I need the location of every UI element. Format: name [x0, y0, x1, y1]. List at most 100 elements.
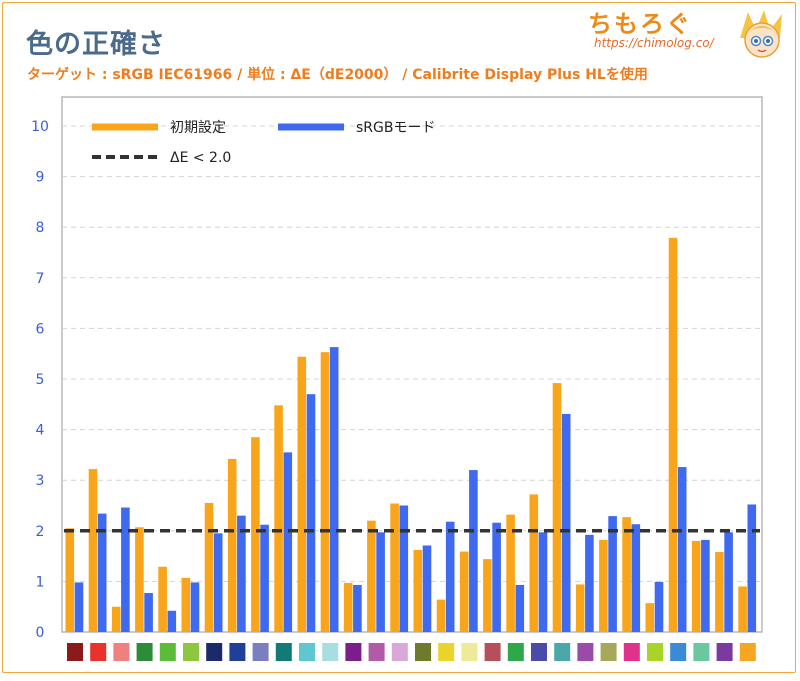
category-swatch [183, 643, 199, 661]
bar-default [575, 584, 585, 632]
bar-default [529, 494, 539, 632]
category-swatch [206, 643, 223, 661]
bar-srgb [654, 581, 664, 632]
y-tick-label: 2 [36, 524, 45, 540]
bar-srgb [724, 532, 733, 632]
category-swatch [623, 643, 640, 661]
category-swatch [252, 643, 269, 661]
y-tick-label: 1 [36, 574, 45, 590]
bar-default [251, 437, 260, 632]
y-tick-label: 7 [36, 271, 45, 287]
bar-srgb [353, 584, 362, 632]
site-logo: ちもろぐ https://chimolog.co/ [574, 2, 796, 62]
bar-srgb [376, 532, 385, 632]
bar-default [413, 550, 423, 632]
legend-srgb-label: sRGBモード [356, 120, 435, 136]
category-swatch [461, 643, 478, 661]
category-swatch [438, 643, 455, 661]
bar-default [227, 458, 237, 632]
category-swatch [391, 643, 408, 661]
y-tick-label: 4 [36, 423, 45, 439]
logo-name: ちもろぐ [588, 10, 692, 38]
bar-srgb [515, 584, 525, 632]
bar-default [459, 551, 469, 632]
category-swatch [345, 643, 362, 661]
bar-default [668, 237, 678, 633]
legend-default-label: 初期設定 [170, 119, 226, 136]
bar-default [552, 383, 562, 632]
bar-srgb [677, 467, 687, 632]
bar-default [111, 606, 121, 632]
bar-srgb [237, 515, 246, 632]
bar-srgb [399, 505, 409, 632]
logo-url: https://chimolog.co/ [594, 36, 714, 50]
category-swatch [716, 643, 733, 661]
bar-srgb [585, 534, 594, 632]
category-swatch [647, 643, 663, 661]
bar-srgb [121, 507, 130, 632]
bar-srgb [445, 521, 455, 632]
bar-srgb [97, 513, 107, 632]
bar-default [343, 582, 353, 632]
bar-default [622, 517, 631, 632]
bar-default [158, 566, 167, 632]
category-swatch [670, 643, 687, 661]
bar-srgb [469, 470, 478, 632]
bar-srgb [701, 539, 710, 632]
bar-default [297, 356, 307, 632]
bar-default [274, 405, 283, 632]
category-swatch [507, 643, 524, 661]
bar-default [738, 586, 747, 632]
y-tick-label: 9 [36, 170, 45, 186]
bar-default [599, 539, 608, 632]
bar-srgb [538, 532, 548, 632]
category-swatch [693, 643, 710, 661]
category-swatch [90, 643, 107, 661]
bar-default [390, 503, 399, 632]
chart-title: 色の正確さ [26, 29, 166, 60]
bar-default [135, 527, 144, 632]
bar-default [483, 559, 492, 632]
bar-default [181, 577, 191, 632]
category-swatch [554, 643, 571, 661]
bar-srgb [329, 347, 339, 632]
bar-default [88, 469, 98, 632]
bar-srgb [167, 610, 177, 632]
category-swatch [577, 643, 594, 661]
bar-srgb [260, 524, 269, 632]
category-swatch [484, 643, 501, 661]
y-tick-label: 5 [36, 372, 45, 388]
bar-srgb [190, 582, 200, 632]
bar-default [204, 502, 214, 632]
category-swatch [136, 643, 153, 661]
y-tick-label: 10 [31, 119, 49, 135]
bar-default [65, 528, 75, 632]
plot-frame [61, 96, 763, 633]
bar-srgb [631, 524, 641, 632]
category-swatch [159, 643, 176, 661]
bar-srgb [144, 593, 153, 632]
category-swatch [275, 643, 292, 661]
category-swatch [299, 643, 315, 661]
bar-srgb [608, 516, 617, 632]
bar-default [320, 352, 330, 632]
y-tick-label: 6 [36, 321, 45, 337]
mascot-icon [740, 10, 782, 58]
y-tick-label: 0 [36, 625, 45, 641]
bar-default [715, 552, 724, 632]
category-swatch [415, 643, 431, 661]
category-swatch [739, 643, 756, 661]
category-swatch [229, 643, 246, 661]
bar-srgb [306, 394, 316, 632]
bar-srgb [422, 545, 432, 632]
bar-default [691, 540, 701, 632]
bar-srgb [283, 452, 293, 632]
bar-srgb [492, 522, 501, 632]
category-swatch [67, 643, 83, 661]
bar-default [645, 603, 655, 632]
category-swatch [531, 643, 547, 661]
legend-reference-label: ΔE < 2.0 [170, 150, 231, 166]
bar-default [367, 520, 376, 632]
bar-default [436, 599, 446, 632]
